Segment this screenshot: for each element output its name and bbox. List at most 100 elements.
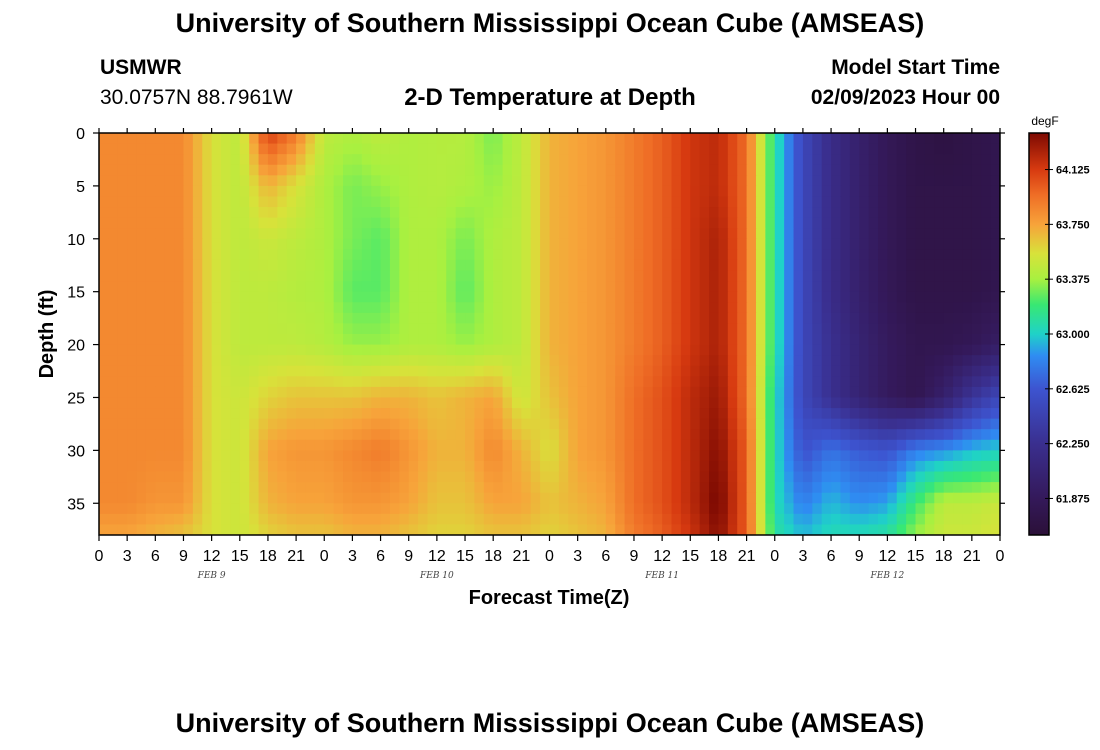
heatmap-cell — [596, 376, 607, 388]
heatmap-cell — [408, 302, 419, 314]
heatmap-cell — [324, 291, 335, 303]
heatmap-cell — [174, 365, 185, 377]
heatmap-cell — [239, 450, 250, 462]
heatmap-cell — [540, 228, 551, 240]
heatmap-cell — [821, 217, 832, 229]
heatmap-cell — [765, 249, 776, 261]
heatmap-cell — [990, 471, 1000, 483]
heatmap-cell — [521, 154, 532, 166]
heatmap-cell — [577, 164, 588, 176]
heatmap-cell — [962, 175, 973, 187]
heatmap-cell — [314, 164, 325, 176]
heatmap-cell — [549, 154, 560, 166]
y-tick-label: 20 — [67, 338, 85, 355]
heatmap-cell — [868, 344, 879, 356]
heatmap-cell — [793, 492, 804, 504]
heatmap-cell — [502, 450, 513, 462]
x-day-label: FEB 12 — [870, 571, 905, 581]
heatmap-cell — [558, 249, 569, 261]
heatmap-cell — [164, 524, 175, 535]
heatmap-cell — [577, 302, 588, 314]
heatmap-cell — [333, 238, 344, 250]
heatmap-cell — [221, 429, 231, 441]
heatmap-cell — [465, 207, 476, 219]
heatmap-cell — [436, 249, 447, 261]
heatmap-cell — [127, 312, 138, 325]
heatmap-cell — [755, 397, 766, 409]
heatmap-cell — [174, 355, 185, 367]
heatmap-cell — [352, 133, 363, 145]
heatmap-cell — [831, 175, 842, 187]
heatmap-cell — [746, 291, 757, 303]
heatmap-cell — [906, 334, 917, 346]
heatmap-cell — [502, 323, 513, 335]
heatmap-cell — [183, 175, 194, 187]
heatmap-cell — [840, 175, 851, 187]
heatmap-cell — [211, 323, 222, 335]
heatmap-cell — [709, 217, 720, 229]
heatmap-cell — [784, 492, 795, 504]
heatmap-cell — [324, 344, 335, 356]
heatmap-cell — [192, 143, 203, 155]
heatmap-cell — [699, 439, 710, 451]
heatmap-cell — [230, 196, 241, 208]
heatmap-cell — [305, 281, 316, 293]
heatmap-cell — [990, 228, 1000, 240]
heatmap-cell — [352, 259, 363, 272]
heatmap-cell — [906, 460, 917, 473]
heatmap-cell — [849, 513, 860, 526]
heatmap-cell — [568, 355, 579, 367]
heatmap-cell — [746, 355, 757, 367]
heatmap-cell — [784, 365, 795, 377]
heatmap-cell — [690, 450, 701, 462]
y-tick-label: 15 — [67, 285, 85, 302]
heatmap-cell — [540, 291, 551, 303]
heatmap-cell — [427, 323, 438, 335]
heatmap-cell — [483, 302, 494, 314]
heatmap-cell — [868, 503, 879, 515]
heatmap-cell — [680, 217, 691, 229]
heatmap-cell — [802, 270, 813, 282]
heatmap-cell — [371, 460, 382, 473]
heatmap-cell — [877, 249, 888, 261]
heatmap-cell — [784, 376, 795, 388]
heatmap-cell — [962, 302, 973, 314]
heatmap-cell — [765, 143, 776, 155]
heatmap-cell — [249, 334, 260, 346]
heatmap-cell — [361, 418, 372, 430]
heatmap-cell — [399, 291, 410, 303]
heatmap-cell — [267, 482, 278, 494]
heatmap-cell — [746, 154, 757, 166]
heatmap-cell — [314, 143, 325, 155]
heatmap-cell — [859, 270, 870, 282]
heatmap-cell — [877, 408, 888, 420]
x-tick-label: 18 — [935, 548, 953, 565]
heatmap-cell — [164, 175, 175, 187]
heatmap-cell — [436, 228, 447, 240]
heatmap-cell — [812, 408, 823, 420]
heatmap-cell — [558, 281, 569, 293]
heatmap-cell — [446, 302, 457, 314]
heatmap-cell — [286, 471, 297, 483]
heatmap-cell — [408, 344, 419, 356]
heatmap-cell — [530, 334, 541, 346]
heatmap-cell — [277, 429, 288, 441]
heatmap-cell — [493, 196, 504, 208]
heatmap-cell — [446, 175, 457, 187]
heatmap-cell — [155, 175, 166, 187]
heatmap-cell — [605, 175, 616, 187]
heatmap-cell — [859, 249, 870, 261]
heatmap-cell — [202, 323, 213, 335]
heatmap-cell — [493, 408, 504, 420]
heatmap-cell — [699, 408, 710, 420]
heatmap-cell — [615, 355, 626, 367]
heatmap-cell — [427, 228, 438, 240]
heatmap-cell — [277, 302, 288, 314]
heatmap-cell — [249, 270, 260, 282]
heatmap-cell — [680, 143, 691, 155]
heatmap-cell — [868, 185, 879, 198]
heatmap-cell — [305, 334, 316, 346]
heatmap-cell — [399, 249, 410, 261]
heatmap-cell — [239, 439, 250, 451]
heatmap-cell — [239, 492, 250, 504]
